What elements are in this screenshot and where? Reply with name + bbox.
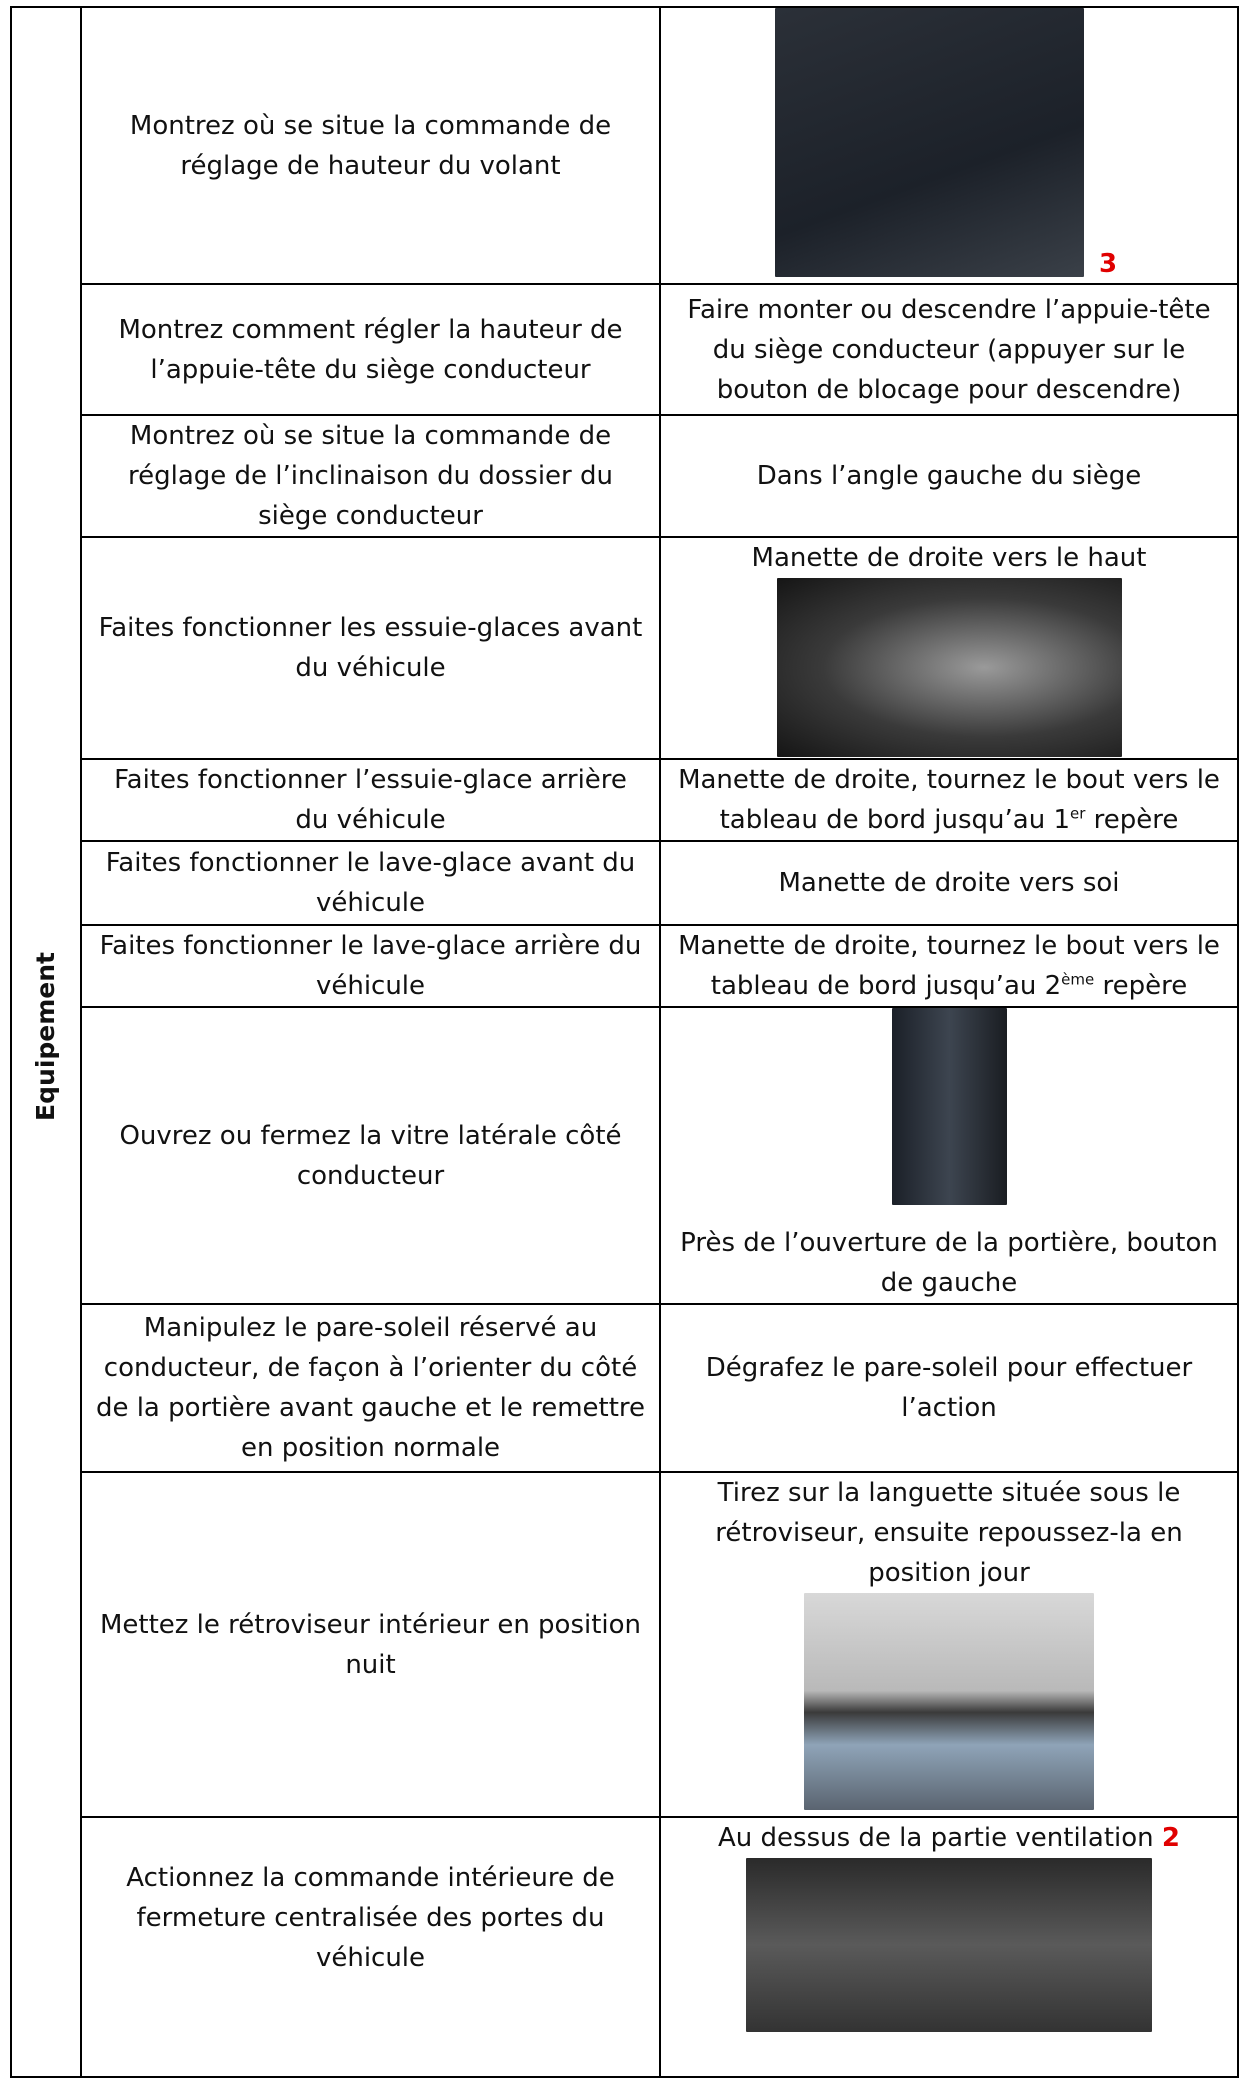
answer: Manette de droite, tournez le bout vers … bbox=[659, 924, 1239, 1008]
answer-cell: Tirez sur la languette située sous le ré… bbox=[659, 1471, 1239, 1818]
answer-text: Manette de droite, tournez le bout vers … bbox=[678, 765, 1220, 835]
answer-cell: Près de l’ouverture de la portière, bout… bbox=[659, 1006, 1239, 1305]
instruction: Manipulez le pare-soleil réservé au cond… bbox=[80, 1303, 661, 1473]
answer-text: Manette de droite, tournez le bout vers … bbox=[678, 931, 1220, 1001]
photo-wiper-stalk bbox=[776, 578, 1122, 757]
answer: Manette de droite vers le haut bbox=[751, 543, 1147, 573]
answer: Au dessus de la partie ventilation bbox=[718, 1823, 1154, 1853]
answer-text: repère bbox=[1085, 805, 1179, 835]
answer-text: repère bbox=[1094, 971, 1188, 1001]
answer-cell: 3 bbox=[659, 6, 1239, 285]
equipment-table: Equipement Montrez où se situe la comman… bbox=[10, 6, 1239, 2078]
photo-buttons bbox=[746, 1858, 1152, 2032]
marker: 2 bbox=[1161, 1823, 1180, 1853]
answer: Près de l’ouverture de la portière, bout… bbox=[680, 1228, 1218, 1298]
answer: Manette de droite vers soi bbox=[659, 840, 1239, 926]
page: {"side_label":"Equipement", "rows":[ {"i… bbox=[10, 6, 1239, 2078]
answer: Faire monter ou descendre l’appuie-tête … bbox=[659, 283, 1239, 416]
answer-sup: ème bbox=[1061, 970, 1095, 989]
answer-cell: Manette de droite vers le haut bbox=[659, 536, 1239, 760]
instruction: Faites fonctionner les essuie-glaces ava… bbox=[80, 536, 661, 760]
answer: Tirez sur la languette située sous le ré… bbox=[715, 1478, 1183, 1588]
answer-sup: er bbox=[1070, 804, 1086, 823]
answer-line: Au dessus de la partie ventilation 2 bbox=[718, 1818, 1180, 1858]
photo-window-switch bbox=[891, 1008, 1007, 1205]
instruction: Mettez le rétroviseur intérieur en posit… bbox=[80, 1471, 661, 1818]
answer-cell: Au dessus de la partie ventilation 2 bbox=[659, 1816, 1239, 2078]
side-cell: Equipement bbox=[10, 6, 82, 2078]
instruction: Montrez où se situe la commande de régla… bbox=[80, 6, 661, 285]
instruction: Ouvrez ou fermez la vitre latérale côté … bbox=[80, 1006, 661, 1305]
photo-dashboard bbox=[775, 8, 1084, 277]
instruction: Faites fonctionner le lave-glace arrière… bbox=[80, 924, 661, 1008]
instruction: Faites fonctionner le lave-glace avant d… bbox=[80, 840, 661, 926]
instruction: Actionnez la commande intérieure de ferm… bbox=[80, 1816, 661, 2078]
marker: 3 bbox=[1099, 249, 1118, 279]
answer: Manette de droite, tournez le bout vers … bbox=[659, 758, 1239, 842]
answer: Dégrafez le pare-soleil pour effectuer l… bbox=[659, 1303, 1239, 1473]
instruction: Montrez où se situe la commande de régla… bbox=[80, 414, 661, 538]
instruction: Faites fonctionner l’essuie-glace arrièr… bbox=[80, 758, 661, 842]
instruction: Montrez comment régler la hauteur de l’a… bbox=[80, 283, 661, 416]
photo-mirror bbox=[804, 1593, 1094, 1810]
side-label: Equipement bbox=[31, 951, 60, 1121]
answer: Dans l’angle gauche du siège bbox=[659, 414, 1239, 538]
